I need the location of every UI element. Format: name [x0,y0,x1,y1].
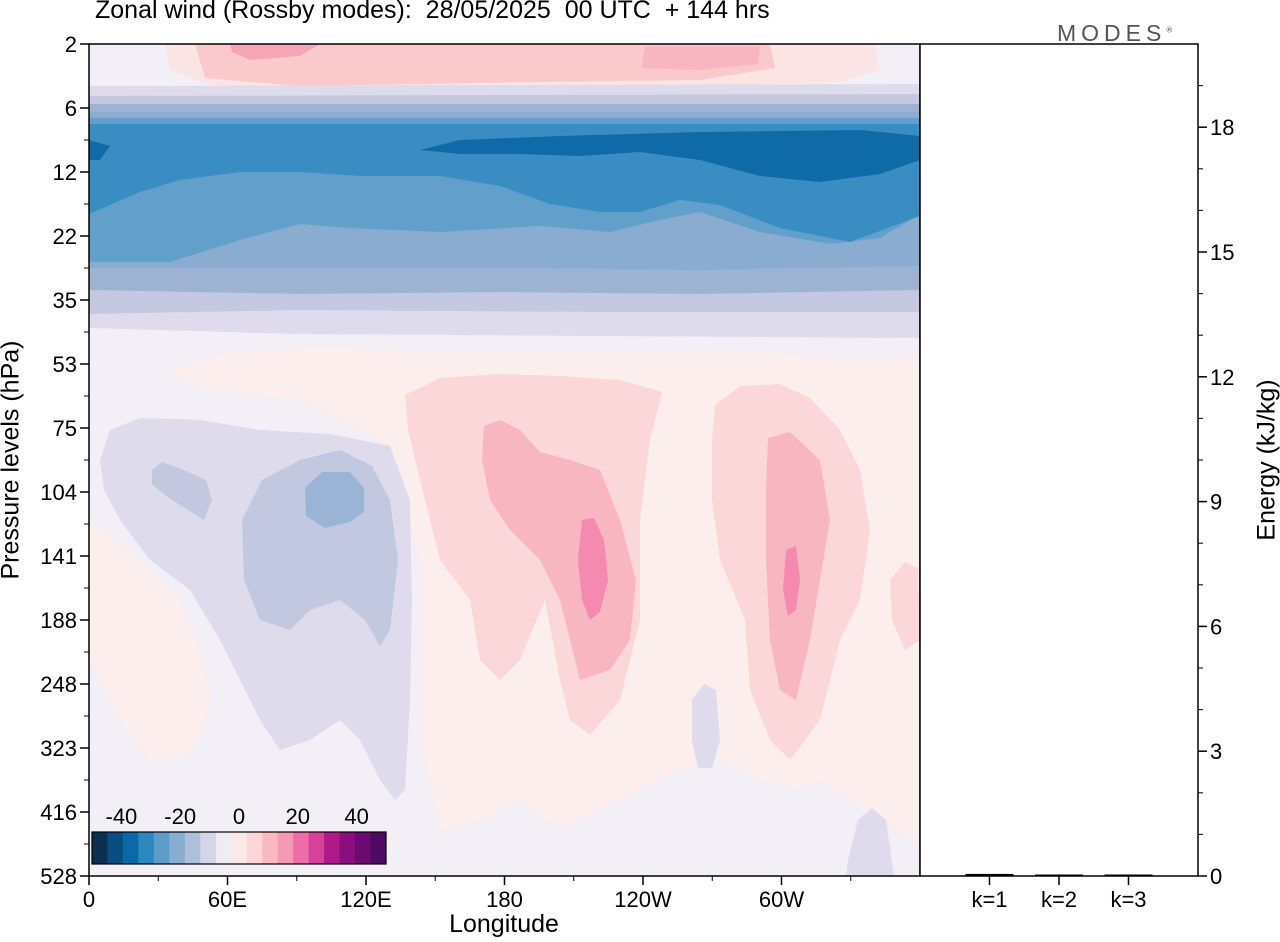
chart-title: Zonal wind (Rossby modes): 28/05/2025 00… [95,0,770,24]
colorbar-swatch [153,832,170,864]
y-tick-label: 248 [40,672,77,697]
y-tick-label: 528 [40,864,77,889]
colorbar-tick-label: 0 [233,804,245,829]
x-tick-label: 60E [208,887,247,912]
colorbar-swatch [246,832,263,864]
colorbar: -40 -20 0 20 40 [91,804,387,865]
contour-pos-15-a [482,420,636,680]
colorbar-swatch [231,832,248,864]
logo-text: MODES [1057,20,1167,46]
contour-pos-5-west [89,520,210,760]
x-tick-label: 180 [486,887,523,912]
colorbar-swatch [184,832,201,864]
modes-logo: MODES® [1057,20,1172,47]
contour-neg-35-west [89,140,110,160]
energy-axis-ticks: 0 3 6 9 12 15 18 [1198,85,1234,889]
y-tick-label: 35 [53,288,77,313]
colorbar-swatch [324,832,341,864]
y-tick-label: 141 [40,544,77,569]
energy-tick-label: 12 [1210,365,1234,390]
x-tick-label: 120W [614,887,672,912]
colorbar-tick-label: -40 [106,804,138,829]
contour-upper-positive-2 [195,44,775,86]
x-axis-ticks: 0 60E 120E 180 120W 60W [83,876,852,912]
energy-tick-label: 18 [1210,115,1234,140]
energy-bar [1035,874,1083,876]
y-tick-label: 416 [40,800,77,825]
contour-upper-positive-core [230,44,320,60]
colorbar-swatch [355,832,372,864]
contour-upper-positive-east [642,46,760,70]
energy-tick-label: 3 [1210,739,1222,764]
energy-bar [965,873,1014,876]
contour-pos-20-a [578,518,608,620]
colorbar-swatch [122,832,139,864]
contour-pos-20-b [783,546,800,616]
y-tick-label: 22 [53,224,77,249]
y-tick-label: 6 [65,96,77,121]
x-axis-label: Longitude [449,910,559,938]
colorbar-swatch [138,832,155,864]
colorbar-tick-label: -20 [164,804,196,829]
y-tick-label: 75 [53,416,77,441]
colorbar-swatch [262,832,279,864]
y-tick-label: 188 [40,608,77,633]
y-tick-label: 2 [65,32,77,57]
y-tick-label: 323 [40,736,77,761]
colorbar-swatch [370,832,387,864]
colorbar-swatch [293,832,310,864]
colorbar-swatch [308,832,325,864]
registered-mark: ® [1166,25,1173,35]
y-tick-label: 104 [40,480,77,505]
y-tick-label: 53 [53,352,77,377]
energy-bar [1104,874,1153,876]
colorbar-swatch [215,832,232,864]
colorbar-swatch [169,832,186,864]
energy-category-label: k=1 [971,887,1007,912]
colorbar-swatch [107,832,124,864]
colorbar-swatch [277,832,294,864]
energy-tick-label: 15 [1210,240,1234,265]
contour-neg-5-small [692,684,720,768]
colorbar-swatch [92,832,108,864]
energy-tick-label: 9 [1210,490,1222,515]
colorbar-swatch [339,832,356,864]
y-axis-ticks: 2 6 12 22 35 53 75 104 141 188 248 323 416 528 [40,32,89,889]
colorbar-tick-label: 40 [344,804,368,829]
energy-tick-label: 0 [1210,864,1222,889]
contour-neg-5-bottom [846,808,894,876]
x-tick-label: 120E [340,887,391,912]
contour-pos-10-c [890,562,920,650]
energy-bars: k=1 k=2 k=3 [965,873,1153,912]
x-tick-label: 0 [83,887,95,912]
energy-plot-frame [919,43,1199,877]
contour-neg-15-trop [305,472,364,528]
contour-neg-10-a [152,462,212,520]
colorbar-swatch [200,832,217,864]
energy-category-label: k=2 [1041,887,1077,912]
energy-tick-label: 6 [1210,614,1222,639]
colorbar-frame [91,831,387,865]
colorbar-tick-label: 20 [286,804,310,829]
energy-category-label: k=3 [1110,887,1146,912]
y-tick-label: 12 [53,160,77,185]
contour-neg-35 [420,130,920,182]
x-tick-label: 60W [759,887,804,912]
contour-field [89,44,920,876]
